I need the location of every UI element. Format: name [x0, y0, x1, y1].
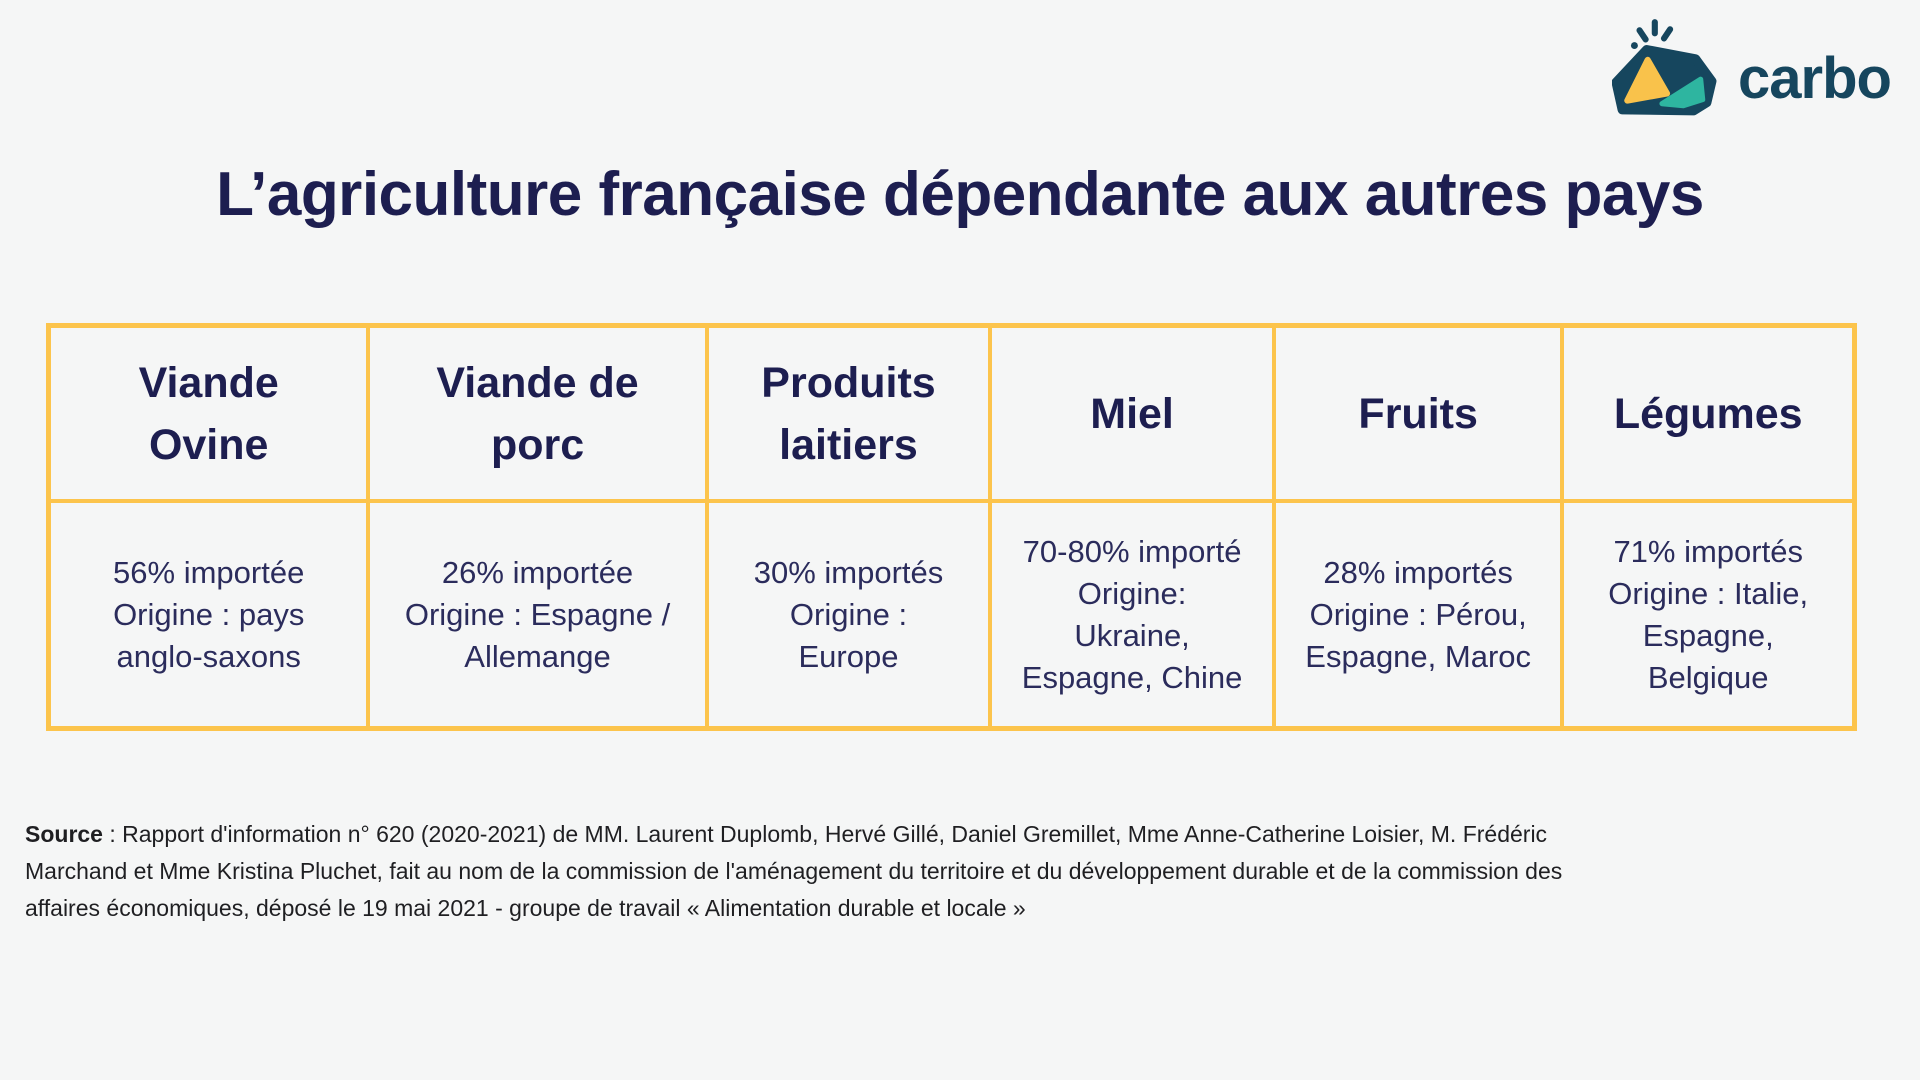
cell-line: Espagne, — [1642, 617, 1774, 653]
cell-line: 26% importée — [441, 554, 634, 590]
cell-line: 28% importés — [1323, 554, 1513, 590]
header-line: Ovine — [148, 420, 269, 469]
header-cell-viande-ovine: Viande Ovine — [51, 328, 371, 503]
cell-line: Europe — [798, 638, 899, 674]
sparkle-icon — [1630, 19, 1674, 50]
header-cell-produits-laitiers: Produits laitiers — [708, 328, 993, 503]
header-cell-viande-de-porc: Viande de porc — [370, 328, 709, 503]
data-cell-legumes: 71% importés Origine : Italie, Espagne, … — [1564, 503, 1852, 726]
carbo-wordmark: carbo — [1738, 46, 1892, 111]
source-line: Source : Rapport d'information n° 620 (2… — [25, 816, 1905, 853]
header-line: Légumes — [1613, 389, 1803, 438]
header-cell-legumes: Légumes — [1564, 328, 1852, 503]
source-label: Source — [25, 821, 103, 847]
cell-line: Origine : — [789, 596, 908, 632]
cell-line: Belgique — [1647, 659, 1769, 695]
cell-line: Origine : pays — [113, 596, 305, 632]
page-title: L’agriculture française dépendante aux a… — [216, 160, 1704, 229]
header-line: Viande — [138, 358, 279, 407]
cell-line: 70-80% importé — [1022, 533, 1242, 569]
header-line: laitiers — [779, 420, 918, 469]
import-table: Viande Ovine Viande de porc Produits lai… — [46, 323, 1857, 731]
cell-line: Espagne, Maroc — [1305, 638, 1532, 674]
header-cell-fruits: Fruits — [1275, 328, 1565, 503]
cell-line: anglo-saxons — [116, 638, 301, 674]
cell-line: Origine : Espagne / — [404, 596, 671, 632]
cell-line: Origine : Pérou, — [1309, 596, 1527, 632]
rock-teal-facet — [1659, 76, 1706, 109]
header-line: Miel — [1090, 389, 1174, 438]
data-cell-fruits: 28% importés Origine : Pérou, Espagne, M… — [1276, 503, 1565, 726]
data-cell-miel: 70-80% importé Origine: Ukraine, Espagne… — [992, 503, 1276, 726]
cell-line: 56% importée — [113, 554, 305, 590]
header-line: Fruits — [1358, 389, 1478, 438]
cell-line: Espagne, Chine — [1021, 659, 1243, 695]
cell-line: Origine : Italie, — [1608, 575, 1809, 611]
rock-yellow-facet — [1624, 56, 1671, 104]
source-note: Source : Rapport d'information n° 620 (2… — [25, 816, 1905, 927]
carbo-logo: carbo — [1612, 16, 1920, 128]
cell-line: Origine: — [1077, 575, 1187, 611]
header-line: Viande de — [436, 358, 639, 407]
header-line: porc — [490, 420, 585, 469]
data-cell-produits-laitiers: 30% importés Origine : Europe — [709, 503, 993, 726]
source-line: Marchand et Mme Kristina Pluchet, fait a… — [25, 858, 1563, 884]
cell-line: Allemange — [464, 638, 611, 674]
header-cell-miel: Miel — [992, 328, 1276, 503]
data-cell-viande-ovine: 56% importée Origine : pays anglo-saxons — [51, 503, 371, 726]
cell-line: 71% importés — [1613, 533, 1803, 569]
cell-line: 30% importés — [753, 554, 944, 590]
source-line: affaires économiques, déposé le 19 mai 2… — [25, 895, 1026, 921]
data-cell-viande-de-porc: 26% importée Origine : Espagne / Alleman… — [370, 503, 709, 726]
header-line: Produits — [761, 358, 936, 407]
carbo-logo-icon — [1612, 19, 1717, 116]
source-line-text: : Rapport d'information n° 620 (2020-202… — [102, 821, 1548, 847]
cell-line: Ukraine, — [1074, 617, 1190, 653]
